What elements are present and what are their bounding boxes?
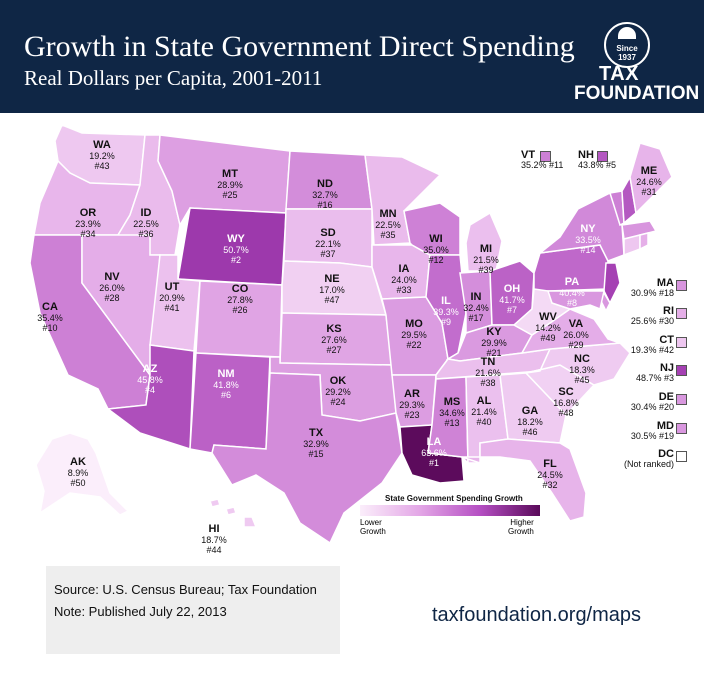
- state-ak: [35, 432, 130, 516]
- state-label-nd: ND 32.7% #16: [312, 178, 338, 210]
- side-label-ct: CT 19.3% #42: [630, 334, 674, 356]
- legend-title: State Government Spending Growth: [385, 494, 523, 503]
- state-label-ak: AK 8.9% #50: [67, 456, 89, 488]
- legend-high-label: Higher Growth: [508, 518, 534, 536]
- swatch-ma: [676, 280, 687, 291]
- state-label-ms: MS 34.6% #13: [439, 396, 465, 428]
- state-label-az: AZ 45.8% #4: [137, 363, 163, 395]
- website-link[interactable]: taxfoundation.org/maps: [432, 604, 642, 626]
- state-ga: [499, 372, 567, 444]
- state-md: [546, 290, 605, 311]
- state-label-la: LA 63.6% #1: [421, 436, 447, 468]
- swatch-ct: [676, 337, 687, 348]
- state-label-wa: WA 19.2% #43: [89, 139, 115, 171]
- state-label-fl: FL 24.5% #32: [537, 458, 563, 490]
- legend-gradient-bar: [360, 505, 540, 516]
- state-label-me: ME 24.6% #31: [636, 165, 662, 197]
- state-label-or: OR 23.9% #34: [75, 207, 101, 239]
- state-label-sc: SC 16.8% #48: [553, 386, 579, 418]
- state-ma: [621, 220, 658, 240]
- note-text: Note: Published July 22, 2013: [54, 604, 227, 619]
- capitol-dome-icon: [618, 27, 636, 39]
- state-label-wv: WV 14.2% #49: [535, 311, 561, 343]
- state-label-nc: NC 18.3% #45: [569, 353, 595, 385]
- side-label-dc: DC (Not ranked): [623, 448, 674, 470]
- state-label-nv: NV 26.0% #28: [99, 271, 125, 303]
- state-label-ar: AR 29.3% #23: [399, 388, 425, 420]
- side-label-ri: RI 25.6% #30: [630, 305, 674, 327]
- state-label-ut: UT 20.9% #41: [159, 281, 185, 313]
- state-ri: [639, 232, 649, 251]
- state-label-wi: WI 35.0% #12: [423, 233, 449, 265]
- state-tx: [211, 372, 403, 545]
- side-label-ma: MA 30.9% #18: [630, 277, 674, 299]
- map-subtitle: Real Dollars per Capita, 2001-2011: [24, 66, 323, 90]
- tax-foundation-logo-icon: [604, 22, 650, 68]
- state-label-ny: NY 33.5% #14: [575, 223, 601, 255]
- state-label-al: AL 21.4% #40: [471, 395, 497, 427]
- side-label-nh: NH 43.8% #5: [578, 149, 617, 171]
- state-ct: [623, 234, 641, 257]
- swatch-md: [676, 423, 687, 434]
- swatch-de: [676, 394, 687, 405]
- state-label-mi: MI 21.5% #39: [473, 243, 499, 275]
- legend-low-label: Lower Growth: [360, 518, 386, 536]
- state-label-ok: OK 29.2% #24: [325, 375, 351, 407]
- state-label-tn: TN 21.6% #38: [475, 356, 501, 388]
- state-hi: [209, 498, 258, 528]
- swatch-vt: [540, 151, 551, 162]
- state-fl: [461, 438, 587, 522]
- state-label-oh: OH 41.7% #7: [499, 283, 525, 315]
- header-banner: [0, 0, 704, 113]
- state-label-nm: NM 41.8% #6: [213, 368, 239, 400]
- state-label-va: VA 26.0% #29: [563, 318, 589, 350]
- state-label-pa: PA 40.4% #8: [559, 276, 585, 308]
- logo-since: Since 1937: [616, 44, 638, 62]
- state-label-co: CO 27.8% #26: [227, 283, 253, 315]
- state-label-ne: NE 17.0% #47: [319, 273, 345, 305]
- state-label-hi: HI 18.7% #44: [201, 523, 227, 555]
- state-label-in: IN 32.4% #17: [463, 291, 489, 323]
- source-box: [46, 566, 340, 654]
- state-label-ky: KY 29.9% #21: [481, 326, 507, 358]
- state-label-wy: WY 50.7% #2: [223, 233, 249, 265]
- map-title: Growth in State Government Direct Spendi…: [24, 30, 575, 63]
- us-states-map: [29, 124, 673, 545]
- state-label-tx: TX 32.9% #15: [303, 427, 329, 459]
- state-label-ga: GA 18.2% #46: [517, 405, 543, 437]
- side-label-vt: VT 35.2% #11: [521, 149, 564, 171]
- state-label-mt: MT 28.9% #25: [217, 168, 243, 200]
- state-label-sd: SD 22.1% #37: [315, 227, 341, 259]
- swatch-nj: [676, 365, 687, 376]
- state-label-id: ID 22.5% #36: [133, 207, 159, 239]
- side-label-md: MD 30.5% #19: [630, 420, 674, 442]
- swatch-nh: [597, 151, 608, 162]
- state-az: [106, 344, 195, 451]
- side-label-de: DE 30.4% #20: [630, 391, 674, 413]
- state-me: [629, 142, 673, 215]
- swatch-ri: [676, 308, 687, 319]
- side-label-nj: NJ 48.7% #3: [635, 362, 674, 384]
- logo-name-foundation: FOUNDATION: [574, 83, 700, 104]
- state-label-mo: MO 29.5% #22: [401, 318, 427, 350]
- source-text: Source: U.S. Census Bureau; Tax Foundati…: [54, 582, 317, 597]
- swatch-dc: [676, 451, 687, 462]
- state-label-mn: MN 22.5% #35: [375, 208, 401, 240]
- state-label-ca: CA 35.4% #10: [37, 301, 63, 333]
- state-nj: [603, 262, 621, 305]
- state-label-ia: IA 24.0% #33: [391, 263, 417, 295]
- state-label-il: IL 39.3% #9: [433, 295, 459, 327]
- state-label-ks: KS 27.6% #27: [321, 323, 347, 355]
- logo-name-tax: TAX: [599, 63, 640, 85]
